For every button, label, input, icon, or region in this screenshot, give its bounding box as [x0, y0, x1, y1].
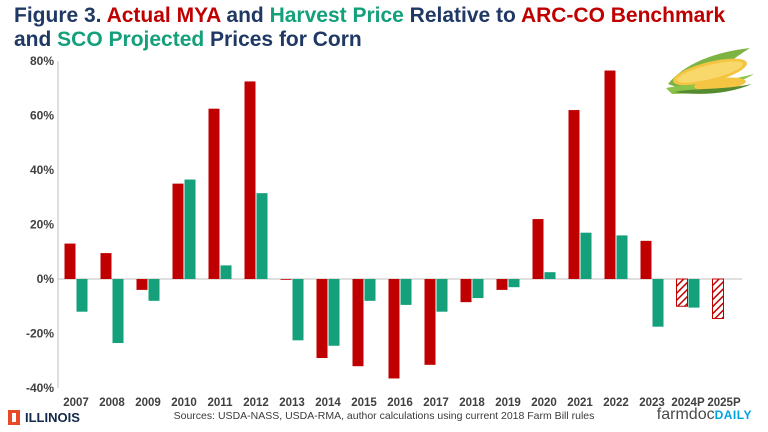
- bar: [76, 279, 88, 312]
- bar: [148, 279, 160, 301]
- bar: [316, 279, 328, 359]
- title-part: and: [220, 4, 270, 27]
- bar: [616, 235, 628, 279]
- bar: [508, 279, 520, 288]
- bar: [604, 70, 616, 279]
- sources-note: Sources: USDA-NASS, USDA-RMA, author cal…: [173, 410, 595, 422]
- bar: [400, 279, 412, 305]
- x-tick-label: 2025P: [707, 397, 741, 409]
- x-tick-label: 2012: [243, 397, 269, 409]
- axes: [57, 61, 742, 388]
- bar: [172, 183, 184, 279]
- bar: [676, 278, 688, 307]
- bar: [388, 279, 400, 379]
- bar: [580, 232, 592, 279]
- title-part: Actual MYA: [106, 4, 221, 27]
- bar: [184, 179, 196, 279]
- x-tick-label: 2009: [135, 397, 161, 409]
- title-part: ARC-CO Benchmark: [520, 4, 726, 27]
- illinois-wordmark: ILLINOIS: [25, 410, 80, 425]
- x-tick-label: 2011: [208, 397, 234, 409]
- bar: [208, 108, 220, 279]
- x-tick-label: 2007: [63, 397, 89, 409]
- bar: [568, 110, 580, 279]
- bar: [712, 278, 724, 320]
- x-tick-label: 2018: [459, 397, 485, 409]
- tick-labels: -40% -20% 0% 20% 40% 60% 80% 2007 2008 2009 2010 20…: [26, 54, 741, 409]
- corn-icon: [666, 48, 754, 94]
- daily-wordmark: DAILY: [714, 408, 752, 422]
- title-part: SCO Projected: [57, 28, 205, 51]
- bar: [280, 279, 292, 280]
- y-tick-label: -20%: [26, 327, 54, 341]
- x-tick-label: 2024P: [671, 397, 705, 409]
- title-part: Figure 3.: [14, 4, 107, 27]
- bar: [244, 81, 256, 279]
- bar: [472, 279, 484, 299]
- bars: [64, 70, 724, 379]
- bar: [220, 265, 232, 279]
- bar: [256, 193, 268, 279]
- title-part: Relative to: [403, 4, 521, 27]
- bar: [64, 243, 76, 279]
- illinois-mark-icon: [8, 410, 20, 425]
- bar: [436, 279, 448, 312]
- bar: [364, 279, 376, 301]
- bar: [460, 279, 472, 303]
- x-tick-label: 2014: [315, 397, 341, 409]
- farmdoc-wordmark: farmdoc: [656, 406, 715, 423]
- bar: [328, 279, 340, 346]
- y-tick-label: 20%: [30, 218, 54, 232]
- title-part: and: [14, 28, 58, 51]
- bar: [100, 253, 112, 279]
- x-tick-label: 2008: [99, 397, 125, 409]
- y-tick-label: 60%: [30, 109, 54, 123]
- y-tick-label: -40%: [26, 381, 54, 395]
- x-tick-label: 2021: [567, 397, 593, 409]
- title-part: Prices for Corn: [204, 28, 362, 51]
- bar: [640, 240, 652, 279]
- x-tick-label: 2019: [495, 397, 521, 409]
- x-tick-label: 2013: [279, 397, 305, 409]
- title-part: Harvest Price: [269, 4, 404, 27]
- y-tick-label: 0%: [37, 272, 55, 286]
- bar: [652, 279, 664, 327]
- x-tick-label: 2017: [423, 397, 449, 409]
- y-tick-label: 80%: [30, 54, 54, 68]
- x-tick-label: 2010: [171, 397, 197, 409]
- bar: [424, 279, 436, 365]
- x-tick-label: 2015: [351, 397, 377, 409]
- x-tick-label: 2016: [387, 397, 413, 409]
- bar: [112, 279, 124, 344]
- x-tick-label: 2023: [639, 397, 665, 409]
- bar: [532, 219, 544, 279]
- bar: [496, 279, 508, 290]
- y-tick-label: 40%: [30, 163, 54, 177]
- bar: [352, 279, 364, 367]
- farmdoc-daily-logo: farmdocDAILY: [657, 406, 752, 424]
- bar: [688, 279, 700, 308]
- bar: [136, 279, 148, 290]
- x-tick-label: 2022: [603, 397, 629, 409]
- chart-title: Figure 3. Actual MYA and Harvest Price R…: [14, 4, 758, 52]
- bar: [544, 272, 556, 279]
- bar: [292, 279, 304, 341]
- x-tick-label: 2020: [531, 397, 557, 409]
- illinois-logo: ILLINOIS: [8, 410, 80, 425]
